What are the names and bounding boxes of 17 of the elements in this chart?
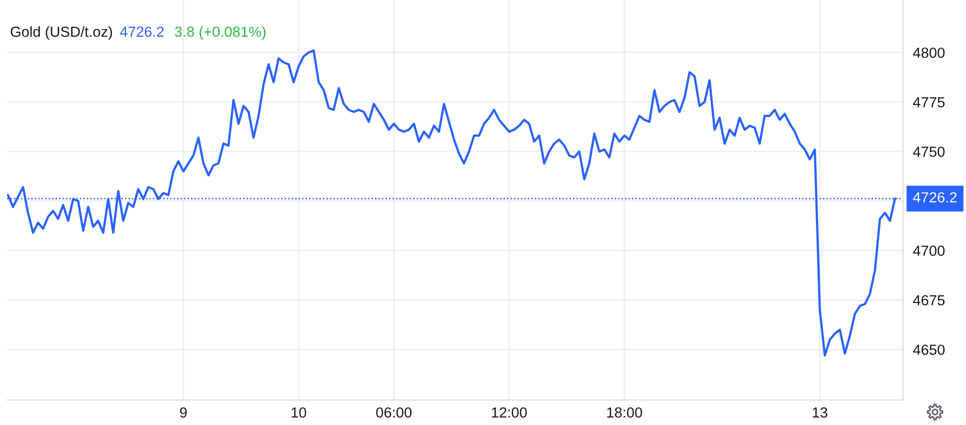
annotation: 3.8 (+0.081%) <box>174 26 266 40</box>
text: Gold (USD/t.oz) <box>10 26 112 40</box>
line-series <box>7 49 896 357</box>
annotation: 4726.2 <box>120 26 164 37</box>
x-tick-label: 10 <box>292 407 306 418</box>
y-tick-label: 4675 <box>913 295 945 306</box>
x-tick-label: 9 <box>180 407 187 418</box>
ref-line-label: 4726.2 <box>913 192 957 203</box>
y-tick-label: 4800 <box>913 48 945 58</box>
x-tick-label: 18:00 <box>607 407 642 418</box>
y-tick-label: 4775 <box>913 97 945 108</box>
y-tick-label: 4750 <box>913 146 945 157</box>
x-tick-label: 12:00 <box>492 407 527 418</box>
y-tick-label: 4700 <box>913 246 945 256</box>
x-tick-label: 13 <box>812 407 828 418</box>
y-tick-label: 4650 <box>913 344 945 355</box>
x-tick-label: 06:00 <box>376 407 412 418</box>
